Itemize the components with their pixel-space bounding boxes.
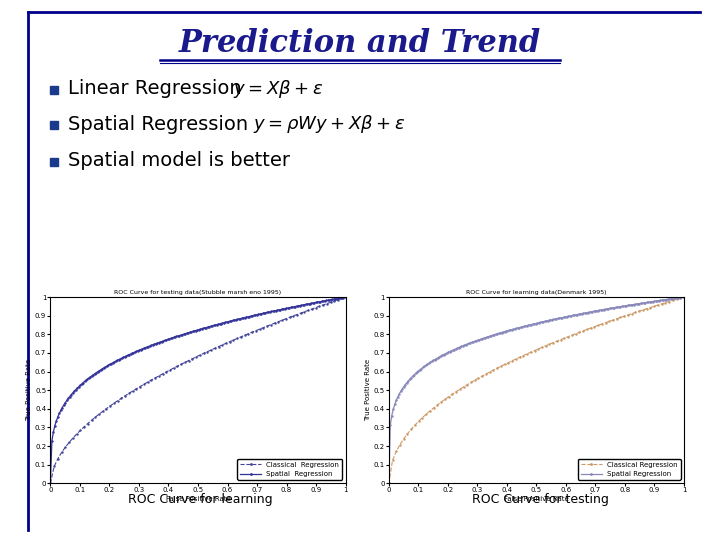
Spatial  Regression <box>64 395 73 402</box>
Spatial  Regression <box>46 480 55 487</box>
Classical  Regression <box>225 339 234 345</box>
Bar <box>50 158 58 166</box>
Classical Regression <box>646 304 654 310</box>
Spatial Regression <box>402 380 411 386</box>
Classical Regression <box>680 294 688 300</box>
Classical  Regression <box>177 361 186 368</box>
Classical Regression <box>560 335 569 341</box>
Spatial Regression <box>654 298 663 304</box>
Line: Classical Regression: Classical Regression <box>388 296 685 484</box>
Spatial Regression <box>384 480 393 487</box>
X-axis label: False Positive Rate: False Positive Rate <box>504 496 569 502</box>
Text: Spatial model is better: Spatial model is better <box>68 152 290 171</box>
Text: ROC Curve for learning: ROC Curve for learning <box>127 494 272 507</box>
Classical  Regression <box>237 334 246 340</box>
Line: Spatial Regression: Spatial Regression <box>388 296 685 484</box>
X-axis label: False Positive Rate: False Positive Rate <box>166 496 230 502</box>
Spatial  Regression <box>101 364 109 370</box>
Classical  Regression <box>46 480 55 487</box>
Text: Linear Regression: Linear Regression <box>68 79 242 98</box>
Classical Regression <box>586 325 595 332</box>
Spatial Regression <box>665 296 673 302</box>
Classical  Regression <box>222 340 230 347</box>
Classical Regression <box>516 354 524 361</box>
Spatial Regression <box>396 388 405 395</box>
Line: Classical  Regression: Classical Regression <box>50 296 346 484</box>
Title: ROC Curve for testing data(Stubble marsh eno 1995): ROC Curve for testing data(Stubble marsh… <box>114 290 282 295</box>
Spatial  Regression <box>58 404 66 411</box>
Spatial Regression <box>463 341 472 347</box>
Text: Spatial Regression: Spatial Regression <box>68 114 248 133</box>
Spatial Regression <box>680 294 688 300</box>
Legend: Classical  Regression, Spatial  Regression: Classical Regression, Spatial Regression <box>238 459 342 480</box>
Classical Regression <box>384 480 393 487</box>
Text: ROC Curve for testing: ROC Curve for testing <box>472 494 608 507</box>
Bar <box>50 121 58 129</box>
Text: $y = \rho Wy + X\beta + \varepsilon$: $y = \rho Wy + X\beta + \varepsilon$ <box>253 113 405 135</box>
Text: $y = X\beta + \varepsilon$: $y = X\beta + \varepsilon$ <box>233 78 323 100</box>
Text: Prediction and Trend: Prediction and Trend <box>179 28 541 58</box>
Y-axis label: True Positive Rate: True Positive Rate <box>364 359 371 421</box>
Classical  Regression <box>248 329 256 335</box>
Spatial  Regression <box>316 299 325 305</box>
Spatial  Regression <box>125 352 133 358</box>
Y-axis label: True Positive Rate: True Positive Rate <box>26 359 32 421</box>
Title: ROC Curve for learning data(Denmark 1995): ROC Curve for learning data(Denmark 1995… <box>466 290 607 295</box>
Spatial  Regression <box>341 294 350 300</box>
Classical Regression <box>575 329 584 335</box>
Classical Regression <box>564 333 572 340</box>
Classical  Regression <box>341 294 350 300</box>
Spatial Regression <box>439 352 448 358</box>
Line: Spatial  Regression: Spatial Regression <box>50 296 346 484</box>
Legend: Classical Regression, Spatial Regression: Classical Regression, Spatial Regression <box>578 459 680 480</box>
Classical  Regression <box>307 306 316 312</box>
Spatial  Regression <box>326 296 335 303</box>
Bar <box>50 86 58 94</box>
